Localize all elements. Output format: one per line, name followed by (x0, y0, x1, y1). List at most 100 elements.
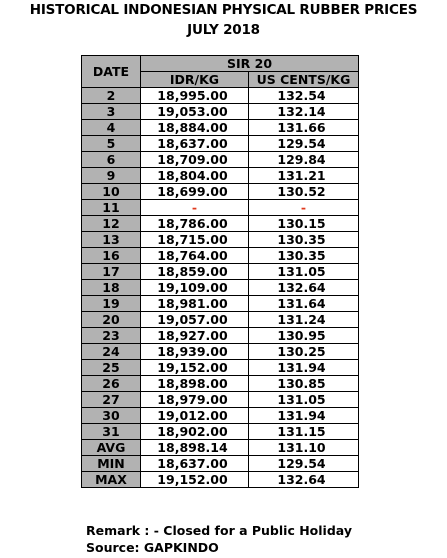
idr-price-cell: 18,884.00 (140, 119, 249, 136)
idr-price-cell: 18,786.00 (140, 215, 249, 232)
table-row: 30 19,012.00 131.94 (81, 407, 359, 424)
usd-price-cell: 129.54 (248, 135, 359, 152)
usd-price-cell: 131.24 (248, 311, 359, 328)
usd-price-cell: 132.14 (248, 103, 359, 120)
idr-price-cell: 18,939.00 (140, 343, 249, 360)
usd-price-cell: - (248, 199, 359, 216)
table-row: 26 18,898.00 130.85 (81, 375, 359, 392)
table-row: 20 19,057.00 131.24 (81, 311, 359, 328)
summary-row: MIN 18,637.00 129.54 (81, 455, 359, 472)
idr-price-cell: 18,699.00 (140, 183, 249, 200)
idr-price-cell: 18,981.00 (140, 295, 249, 312)
idr-price-cell: 18,995.00 (140, 87, 249, 104)
idr-price-cell: 18,898.00 (140, 375, 249, 392)
idr-price-cell: 19,152.00 (140, 359, 249, 376)
date-cell: 17 (81, 263, 141, 280)
table-row: 25 19,152.00 131.94 (81, 359, 359, 376)
date-cell: 24 (81, 343, 141, 360)
summary-usd-cell: 131.10 (248, 439, 359, 456)
date-cell: 27 (81, 391, 141, 408)
table-row: 6 18,709.00 129.84 (81, 151, 359, 168)
date-column-header: DATE (81, 55, 141, 88)
date-cell: 25 (81, 359, 141, 376)
usd-price-cell: 132.64 (248, 279, 359, 296)
source-note: Source: GAPKINDO (86, 540, 219, 555)
table-row: 9 18,804.00 131.21 (81, 167, 359, 184)
table-row: 18 19,109.00 132.64 (81, 279, 359, 296)
summary-label-cell: AVG (81, 439, 141, 456)
date-cell: 13 (81, 231, 141, 248)
usd-price-cell: 130.85 (248, 375, 359, 392)
usd-price-cell: 130.35 (248, 231, 359, 248)
usd-price-cell: 131.15 (248, 423, 359, 440)
usd-price-cell: 131.94 (248, 407, 359, 424)
usd-price-cell: 131.05 (248, 263, 359, 280)
page-subtitle-month: JULY 2018 (187, 22, 260, 38)
idr-price-cell: 18,715.00 (140, 231, 249, 248)
date-cell: 26 (81, 375, 141, 392)
table-row: 10 18,699.00 130.52 (81, 183, 359, 200)
idr-price-cell: - (140, 199, 249, 216)
page-title: HISTORICAL INDONESIAN PHYSICAL RUBBER PR… (29, 2, 418, 18)
table-row: 12 18,786.00 130.15 (81, 215, 359, 232)
table-row: 31 18,902.00 131.15 (81, 423, 359, 440)
date-cell: 23 (81, 327, 141, 344)
date-cell: 19 (81, 295, 141, 312)
usd-price-cell: 130.15 (248, 215, 359, 232)
date-cell: 4 (81, 119, 141, 136)
table-row: 3 19,053.00 132.14 (81, 103, 359, 120)
table-row: 4 18,884.00 131.66 (81, 119, 359, 136)
usd-price-cell: 130.35 (248, 247, 359, 264)
usd-price-cell: 130.52 (248, 183, 359, 200)
summary-idr-cell: 18,898.14 (140, 439, 249, 456)
table-row: 13 18,715.00 130.35 (81, 231, 359, 248)
summary-rows: AVG 18,898.14 131.10 MIN 18,637.00 129.54 MAX 1… (81, 439, 359, 488)
usd-price-cell: 132.54 (248, 87, 359, 104)
date-cell: 3 (81, 103, 141, 120)
usd-price-cell: 131.64 (248, 295, 359, 312)
summary-row: AVG 18,898.14 131.10 (81, 439, 359, 456)
usd-price-cell: 131.21 (248, 167, 359, 184)
remark-note: Remark : - Closed for a Public Holiday (86, 523, 352, 538)
idr-price-cell: 18,804.00 (140, 167, 249, 184)
date-cell: 30 (81, 407, 141, 424)
idr-column-header: IDR/KG (140, 71, 249, 88)
idr-price-cell: 18,764.00 (140, 247, 249, 264)
summary-usd-cell: 132.64 (248, 471, 359, 488)
date-cell: 16 (81, 247, 141, 264)
date-cell: 10 (81, 183, 141, 200)
idr-price-cell: 18,979.00 (140, 391, 249, 408)
usd-price-cell: 131.66 (248, 119, 359, 136)
date-cell: 6 (81, 151, 141, 168)
usd-column-header: US CENTS/KG (248, 71, 359, 88)
idr-price-cell: 19,053.00 (140, 103, 249, 120)
summary-label-cell: MIN (81, 455, 141, 472)
idr-price-cell: 18,709.00 (140, 151, 249, 168)
summary-idr-cell: 18,637.00 (140, 455, 249, 472)
usd-price-cell: 131.05 (248, 391, 359, 408)
summary-idr-cell: 19,152.00 (140, 471, 249, 488)
idr-price-cell: 18,637.00 (140, 135, 249, 152)
date-cell: 31 (81, 423, 141, 440)
usd-price-cell: 130.25 (248, 343, 359, 360)
usd-price-cell: 129.84 (248, 151, 359, 168)
idr-price-cell: 19,057.00 (140, 311, 249, 328)
table-row: 5 18,637.00 129.54 (81, 135, 359, 152)
idr-price-cell: 19,109.00 (140, 279, 249, 296)
sir20-group-header: SIR 20 (140, 55, 359, 72)
table-row: 16 18,764.00 130.35 (81, 247, 359, 264)
date-cell: 12 (81, 215, 141, 232)
price-rows: 2 18,995.00 132.54 3 19,053.00 132.14 4 18,884.… (81, 87, 359, 440)
date-cell: 2 (81, 87, 141, 104)
date-cell: 5 (81, 135, 141, 152)
table-row: 11- - (81, 199, 359, 216)
usd-price-cell: 130.95 (248, 327, 359, 344)
usd-price-cell: 131.94 (248, 359, 359, 376)
idr-price-cell: 18,927.00 (140, 327, 249, 344)
summary-usd-cell: 129.54 (248, 455, 359, 472)
idr-price-cell: 19,012.00 (140, 407, 249, 424)
summary-label-cell: MAX (81, 471, 141, 488)
summary-row: MAX 19,152.00 132.64 (81, 471, 359, 488)
idr-price-cell: 18,859.00 (140, 263, 249, 280)
date-cell: 11 (81, 199, 141, 216)
